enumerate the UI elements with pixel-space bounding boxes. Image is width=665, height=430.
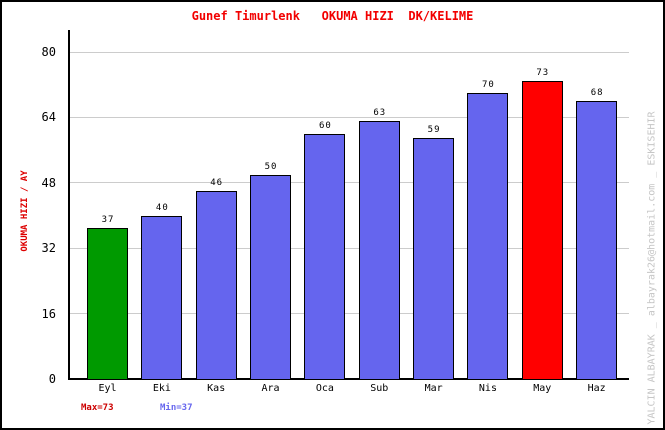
watermark-text: YALCIN ALBAYRAK _ albayrak26@hotmail.com…	[646, 111, 658, 425]
gridline-64	[70, 116, 629, 118]
x-tick-label-May: May	[533, 383, 552, 394]
max-value-label: Max=73	[81, 403, 114, 413]
gridline-32	[70, 247, 629, 249]
x-axis-line	[68, 378, 629, 380]
y-axis-line	[68, 30, 70, 380]
x-tick-label-Eyl: Eyl	[98, 383, 117, 394]
bar-Oca	[304, 133, 346, 380]
bar-Nis	[467, 92, 509, 380]
bar-Haz	[576, 101, 618, 380]
bar-May	[521, 80, 563, 380]
bar-value-Sub: 63	[373, 108, 387, 119]
gridline-48	[70, 182, 629, 184]
y-tick-label-16: 16	[41, 306, 56, 321]
bar-value-May: 73	[536, 67, 550, 78]
x-tick-label-Sub: Sub	[370, 383, 389, 394]
x-tick-label-Eki: Eki	[152, 383, 171, 394]
x-tick-label-Mar: Mar	[424, 383, 443, 394]
x-tick-label-Kas: Kas	[207, 383, 226, 394]
y-tick-label-32: 32	[41, 241, 56, 256]
bar-value-Oca: 60	[318, 120, 332, 131]
min-value-label: Min=37	[160, 403, 193, 413]
bar-Kas	[195, 190, 237, 380]
gridline-16	[70, 313, 629, 315]
bar-value-Mar: 59	[427, 124, 441, 135]
y-tick-label-48: 48	[41, 175, 56, 190]
bar-value-Haz: 68	[590, 88, 604, 99]
x-tick-label-Ara: Ara	[261, 383, 280, 394]
x-tick-label-Nis: Nis	[478, 383, 497, 394]
bar-value-Kas: 46	[210, 177, 224, 188]
bar-value-Nis: 70	[482, 79, 495, 90]
bar-Eyl	[87, 227, 128, 380]
y-tick-label-80: 80	[41, 45, 56, 59]
y-tick-label-64: 64	[41, 110, 56, 125]
gridline-80	[70, 51, 629, 53]
bar-Ara	[250, 174, 292, 380]
bar-Eki	[141, 215, 183, 380]
x-tick-label-Oca: Oca	[315, 383, 334, 394]
chart-title: Gunef Timurlenk OKUMA HIZI DK/KELIME	[191, 9, 474, 23]
bar-value-Eyl: 37	[101, 214, 115, 225]
y-tick-label-0: 0	[48, 372, 56, 386]
bar-value-Ara: 50	[264, 161, 278, 172]
x-tick-label-Haz: Haz	[587, 383, 606, 394]
bar-value-Eki: 40	[155, 202, 169, 213]
bar-Mar	[413, 137, 455, 380]
bar-Sub	[358, 121, 400, 380]
